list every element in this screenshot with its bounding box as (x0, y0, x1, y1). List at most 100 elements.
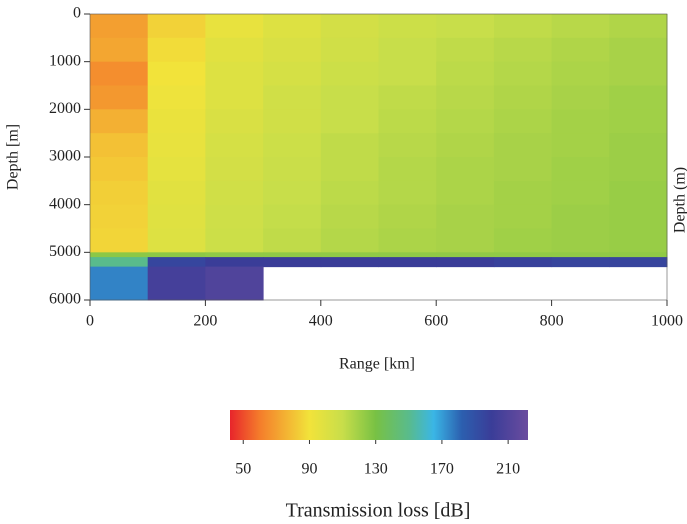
heatmap-cell (263, 157, 322, 182)
heatmap-cell (320, 85, 379, 110)
y-tick-label: 2000 (49, 100, 81, 117)
heatmap-cell (609, 14, 668, 39)
heatmap-cell (551, 85, 610, 110)
heatmap-cell (320, 204, 379, 229)
heatmap-cell (263, 204, 322, 229)
side-label: Depth (m) (672, 167, 687, 233)
heatmap-cell (493, 204, 553, 229)
heatmap-cell (551, 228, 610, 253)
heatmap-cell (378, 180, 437, 206)
heatmap-cell (147, 14, 206, 39)
heatmap-cell (378, 257, 437, 268)
heatmap-cell (147, 85, 206, 110)
y-tick-label: 0 (73, 5, 81, 22)
heatmap-cell (436, 157, 495, 182)
heatmap-cell (436, 85, 495, 110)
heatmap-cell (609, 180, 668, 206)
colorbar-label: Transmission loss [dB] (286, 500, 471, 522)
heatmap-cell (205, 228, 264, 253)
heatmap-cell (320, 109, 379, 134)
heatmap-cell (378, 204, 437, 229)
heatmap-cell (436, 180, 495, 206)
heatmap-cell (90, 252, 149, 258)
heatmap-cell (378, 14, 437, 39)
heatmap-cell (147, 204, 206, 229)
heatmap-cell (263, 37, 322, 63)
heatmap-cell (90, 180, 149, 206)
heatmap-cell (378, 109, 437, 134)
heatmap-cell (378, 157, 437, 182)
heatmap-cell (263, 252, 322, 258)
colorbar-tick-label: 130 (364, 461, 388, 478)
heatmap-cell (90, 85, 149, 110)
heatmap-cell (609, 109, 668, 134)
heatmap-cell (147, 133, 206, 158)
heatmap-cell (609, 61, 668, 86)
heatmap-cell (551, 257, 610, 268)
heatmap-cell (551, 61, 610, 86)
colorbar-tick-label: 50 (235, 461, 251, 478)
y-tick-label: 6000 (49, 291, 81, 308)
heatmap-cell (493, 85, 553, 110)
colorbar-tick-label: 90 (301, 461, 317, 478)
heatmap-cell (147, 257, 206, 268)
colorbar (230, 410, 528, 440)
heatmap-cell (205, 109, 264, 134)
heatmap-cell (90, 37, 149, 63)
y-tick-label: 5000 (49, 243, 81, 260)
y-tick-label: 4000 (49, 195, 81, 212)
heatmap-cell (493, 61, 553, 86)
heatmap-cell (436, 204, 495, 229)
heatmap-cell (493, 14, 553, 39)
x-tick-label: 1000 (651, 313, 683, 330)
heatmap-cell (263, 257, 322, 268)
heatmap-cell (378, 228, 437, 253)
colorbar-tick-label: 170 (430, 461, 454, 478)
heatmap-cell (609, 204, 668, 229)
y-tick-label: 3000 (49, 148, 81, 165)
heatmap-cell (609, 157, 668, 182)
heatmap-cell (320, 133, 379, 158)
heatmap-cell (90, 133, 149, 158)
heatmap-cell (263, 61, 322, 86)
heatmap-cell (493, 257, 553, 268)
heatmap-cell (551, 133, 610, 158)
heatmap-cell (320, 14, 379, 39)
heatmap-cell (205, 37, 264, 63)
heatmap-cell (263, 14, 322, 39)
x-tick-label: 0 (86, 313, 94, 330)
y-axis-label: Depth [m] (5, 124, 22, 190)
heatmap-cell (205, 157, 264, 182)
heatmap-cell (493, 180, 553, 206)
heatmap-cell (205, 85, 264, 110)
heatmap-cell (263, 228, 322, 253)
heatmap-cell (551, 37, 610, 63)
heatmap-cell (609, 257, 668, 268)
heatmap-cell (378, 252, 437, 258)
heatmap-cell (263, 85, 322, 110)
heatmap-cell (147, 266, 206, 301)
x-tick-label: 600 (424, 313, 448, 330)
heatmap-cell (90, 204, 149, 229)
heatmap-cell (378, 37, 437, 63)
heatmap-cell (436, 37, 495, 63)
heatmap-cell (551, 204, 610, 229)
heatmap-cell (147, 61, 206, 86)
heatmap-cell (320, 157, 379, 182)
heatmap-cell (205, 61, 264, 86)
heatmap-cell (205, 180, 264, 206)
heatmap-cell (378, 85, 437, 110)
heatmap-cell (493, 109, 553, 134)
x-tick-label: 400 (309, 313, 333, 330)
heatmap-cell (147, 180, 206, 206)
heatmap-cell (609, 85, 668, 110)
heatmap-cell (320, 61, 379, 86)
heatmap-cell (320, 257, 379, 268)
heatmap-cell (551, 109, 610, 134)
heatmap-cell (436, 133, 495, 158)
heatmap-cell (609, 252, 668, 258)
heatmap-cell (609, 133, 668, 158)
heatmap-cell (263, 109, 322, 134)
colorbar-tick-label: 210 (496, 461, 520, 478)
